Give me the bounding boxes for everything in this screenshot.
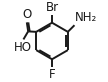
Text: NH₂: NH₂ <box>75 11 97 24</box>
Text: O: O <box>22 8 31 21</box>
Text: Br: Br <box>45 1 59 14</box>
Text: F: F <box>49 68 55 81</box>
Text: HO: HO <box>14 41 32 54</box>
